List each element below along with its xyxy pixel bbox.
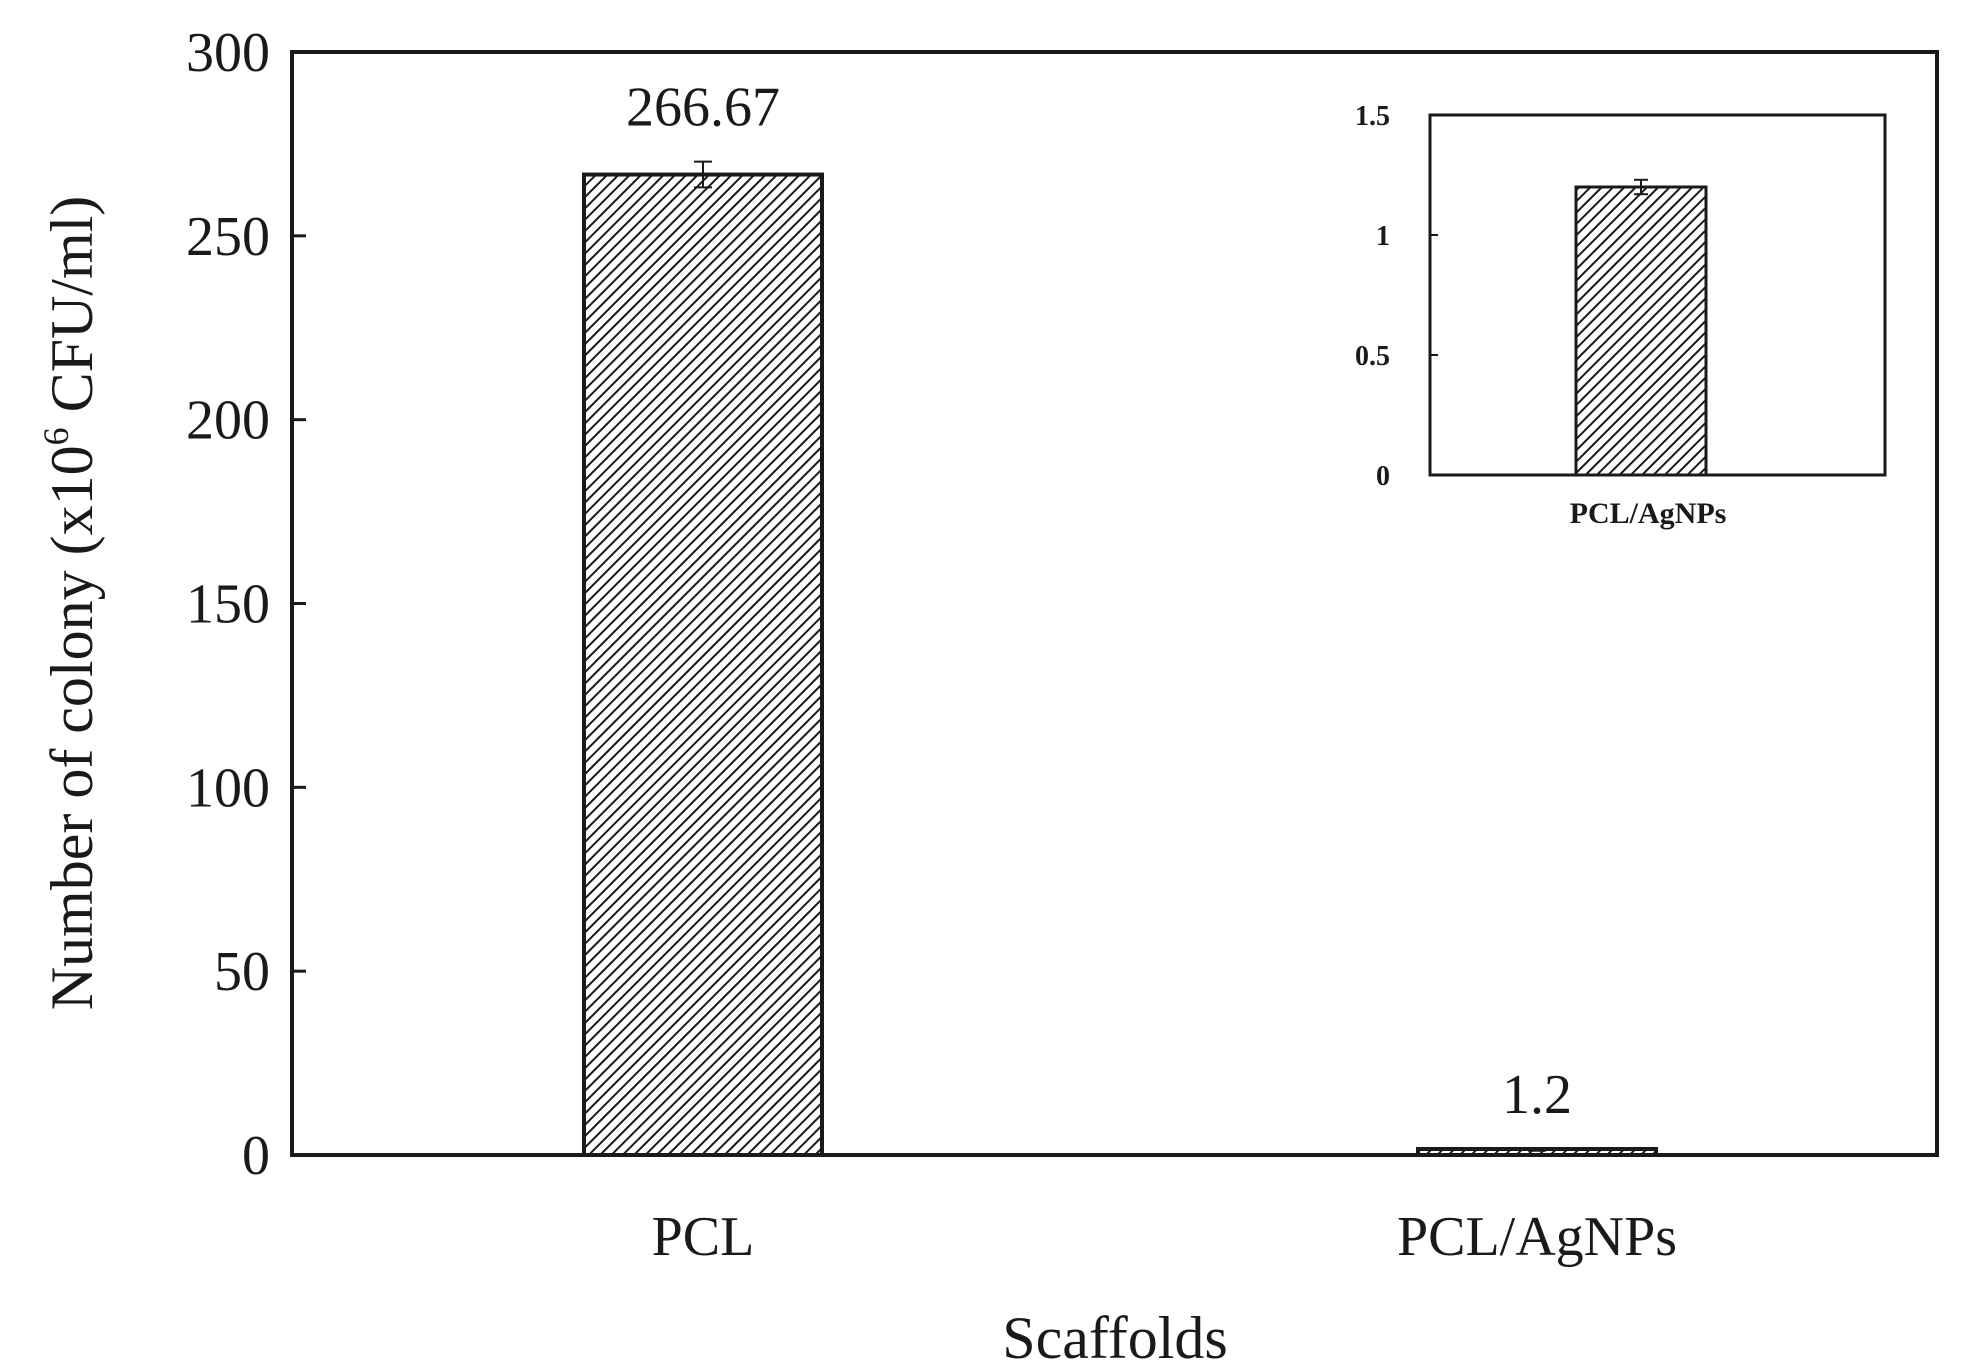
- inset-x-label: PCL/AgNPs: [1570, 497, 1727, 530]
- bar: [582, 172, 824, 1158]
- inset-y-tick-label: 0: [1376, 461, 1390, 492]
- x-tick-label: PCL/AgNPs: [1397, 1206, 1677, 1268]
- data-label: 266.67: [626, 77, 780, 139]
- y-tick-label: 250: [186, 206, 270, 268]
- inset-y-ticks: 0 0.5 1 1.5: [1355, 101, 1438, 492]
- x-tick-label: PCL: [652, 1206, 755, 1268]
- y-axis-label-exponent: 6: [36, 427, 76, 445]
- y-tick-label: 0: [242, 1125, 270, 1187]
- main-y-ticks: 0 50 100 150 200 250 300: [186, 22, 306, 1187]
- main-x-ticks: PCL PCL/AgNPs: [652, 1206, 1677, 1268]
- y-tick-label: 150: [186, 574, 270, 636]
- y-tick-label: 300: [186, 22, 270, 84]
- y-tick-label: 100: [186, 757, 270, 819]
- y-tick-label: 200: [186, 390, 270, 452]
- y-tick-label: 50: [214, 941, 270, 1003]
- inset-bars: [1574, 178, 1708, 477]
- inset-y-tick-label: 0.5: [1355, 341, 1390, 372]
- inset-bar: [1574, 185, 1708, 477]
- inset-y-tick-label: 1: [1376, 221, 1390, 252]
- main-bars: 266.67 1.2: [582, 77, 1658, 1158]
- y-axis-label: Number of colony (x106 CFU/ml): [36, 196, 105, 1011]
- bar: [1416, 1147, 1658, 1157]
- x-axis-label: Scaffolds: [1002, 1305, 1228, 1371]
- inset-y-tick-label: 1.5: [1355, 101, 1390, 132]
- data-label: 1.2: [1502, 1064, 1572, 1126]
